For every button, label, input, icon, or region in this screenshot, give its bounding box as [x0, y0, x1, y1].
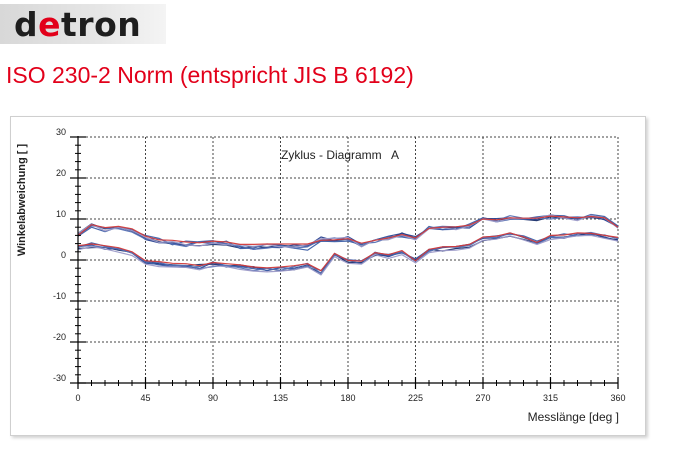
y-tick-label: 10 [56, 209, 66, 219]
x-tick-label: 45 [140, 393, 150, 403]
logo-part-3: tron [61, 5, 142, 44]
x-tick-label: 90 [208, 393, 218, 403]
logo-part-1: d [14, 5, 39, 44]
x-tick-label: 315 [543, 393, 558, 403]
logo-part-2: e [38, 5, 62, 44]
chart-panel: 0 45 90 135 180 225 270 315 360 30 20 10 0 -10 -20 -30 … [10, 116, 646, 436]
detron-logo: detron [14, 7, 141, 43]
series-line [77, 234, 619, 276]
x-tick-label: 180 [340, 393, 355, 403]
x-tick-label: 135 [273, 393, 288, 403]
y-tick-label: 0 [61, 250, 66, 260]
series-layer [77, 213, 619, 276]
page-title: ISO 230-2 Norm (entspricht JIS B 6192) [6, 62, 414, 88]
series-line [77, 232, 619, 272]
x-tick-label: 270 [475, 393, 490, 403]
series-line [77, 215, 619, 246]
cycle-chart: 0 45 90 135 180 225 270 315 3603020100-10-20-30 … [16, 127, 626, 424]
y-tick-label: -30 [53, 373, 66, 383]
y-tick-label: 20 [56, 168, 66, 178]
y-axis-label: Winkelabweichung [ ] [16, 143, 28, 256]
x-tick-label: 225 [408, 393, 423, 403]
logo-band: detron [0, 4, 166, 44]
y-tick-label: -20 [53, 332, 66, 342]
grid-layer [78, 136, 619, 383]
x-axis-label: Messlänge [deg ] [528, 410, 619, 424]
chart-title: Zyklus - Diagramm A [281, 148, 399, 162]
y-tick-label: 30 [56, 127, 66, 137]
x-tick-label: 0 [75, 393, 80, 403]
x-tick-label: 360 [610, 393, 625, 403]
axis-layer: 0 45 90 135 180 225 270 315 360 30 20 10 0 -10 -20 -30 [53, 127, 626, 403]
y-tick-label: -10 [53, 291, 66, 301]
